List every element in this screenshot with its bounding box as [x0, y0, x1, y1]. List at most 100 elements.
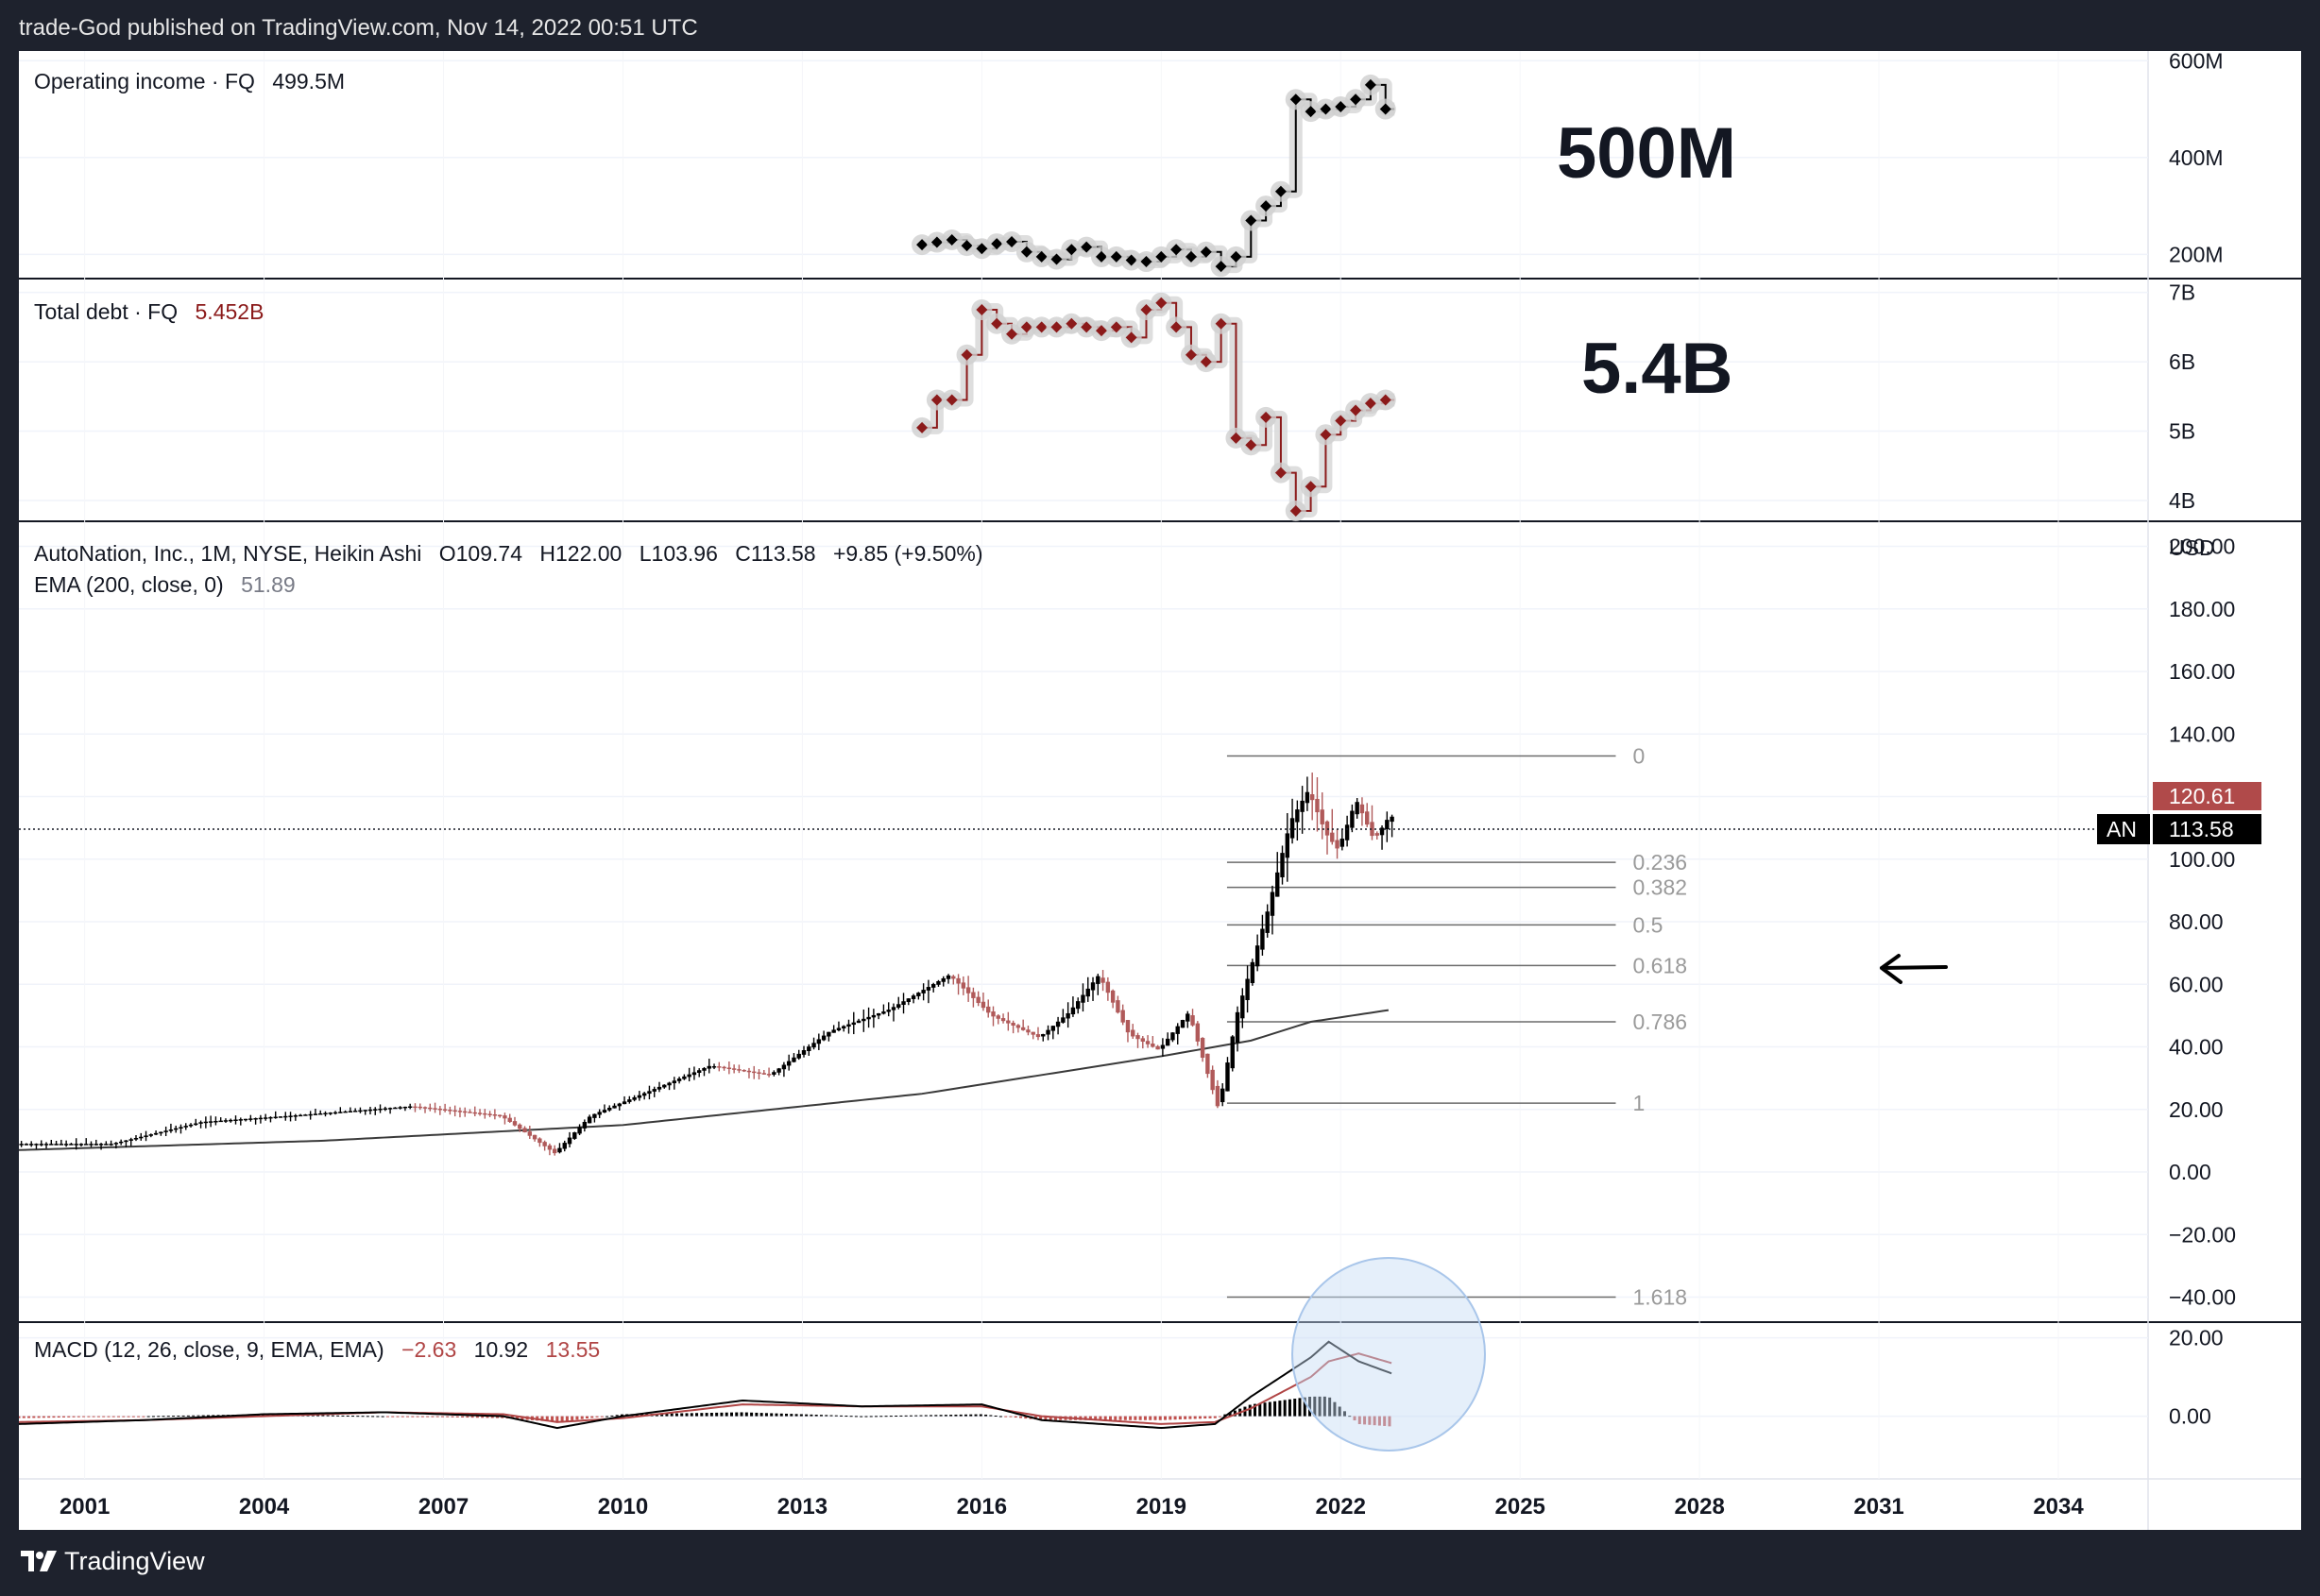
macd-histogram-bar	[1213, 1416, 1217, 1418]
macd-histogram-bar	[1348, 1416, 1352, 1418]
macd-histogram-bar	[1357, 1416, 1361, 1424]
candle-body	[1280, 853, 1285, 877]
total-debt-marker	[1215, 317, 1227, 330]
svg-text:Operating income · FQ: Operating income · FQ 499.5M	[34, 69, 345, 93]
operating-income-marker	[1066, 244, 1078, 256]
total-debt-marker	[1140, 304, 1152, 316]
macd-histogram-bar	[595, 1416, 599, 1418]
macd-histogram-bar	[799, 1414, 803, 1417]
total-debt-marker	[1170, 321, 1183, 333]
candle-body	[333, 1112, 338, 1114]
currency-label: USD	[2169, 535, 2215, 560]
candle-body	[1390, 816, 1394, 823]
candle-body	[676, 1078, 682, 1081]
candle-body	[268, 1116, 273, 1119]
total-debt-legend[interactable]: Total debt · FQ 5.452B	[34, 299, 264, 324]
footer-bar	[0, 1530, 2320, 1596]
candle-body	[89, 1144, 94, 1146]
candle-body	[1170, 1032, 1175, 1041]
total-debt-marker	[1050, 321, 1063, 333]
ema-legend-name: EMA (200, close, 0)	[34, 572, 224, 597]
candle-body	[1175, 1026, 1180, 1034]
symbol-description: AutoNation, Inc., 1M, NYSE, Heikin Ashi	[34, 541, 421, 566]
macd-histogram-bar	[969, 1414, 973, 1417]
candle-body	[562, 1143, 567, 1149]
candle-body	[144, 1135, 148, 1138]
price-axis-tick-label: −40.00	[2169, 1285, 2236, 1310]
macd-histogram-bar	[1053, 1416, 1057, 1420]
operating-income-marker	[1170, 244, 1183, 256]
time-tick-label: 2034	[2033, 1494, 2084, 1520]
macd-histogram-bar	[1263, 1402, 1267, 1417]
macd-histogram-bar	[1153, 1416, 1157, 1420]
macd-histogram-bar	[172, 1416, 176, 1418]
price-axis-tick-label: 60.00	[2169, 972, 2224, 996]
macd-histogram-bar	[1103, 1416, 1107, 1420]
candle-body	[28, 1144, 34, 1146]
macd-histogram-bar	[475, 1416, 479, 1418]
candle-body	[248, 1118, 253, 1120]
candle-body	[537, 1138, 542, 1144]
candle-body	[293, 1115, 299, 1117]
candle-body	[1125, 1020, 1131, 1033]
macd-histogram-bar	[1118, 1416, 1122, 1420]
price-legend[interactable]: AutoNation, Inc., 1M, NYSE, Heikin Ashi …	[34, 541, 983, 597]
macd-histogram-bar	[889, 1416, 893, 1418]
price-axis-tick-label: −20.00	[2169, 1222, 2236, 1247]
macd-histogram-bar	[615, 1415, 619, 1417]
oi-axis-tick-label: 600M	[2169, 51, 2224, 73]
candle-body	[243, 1118, 248, 1121]
oi-axis-tick-label: 400M	[2169, 145, 2224, 170]
candle-body	[1254, 945, 1260, 967]
candle-body	[1050, 1026, 1056, 1031]
macd-legend[interactable]: MACD (12, 26, close, 9, EMA, EMA) −2.63 …	[34, 1337, 600, 1362]
debt-legend-value: 5.452B	[196, 299, 264, 324]
debt-axis-tick-label: 7B	[2169, 280, 2195, 305]
time-axis-labels[interactable]: 2001 2004 2007 2010 2013 2016 2019 2022 2025 2028…	[60, 1494, 2084, 1520]
macd-histogram-bar	[381, 1416, 384, 1418]
candle-body	[961, 982, 966, 989]
macd-histogram-bar	[1158, 1416, 1162, 1420]
macd-histogram-bar	[575, 1416, 579, 1420]
price-axis-tick-label: 200.00	[2169, 535, 2235, 559]
ohlc-low: L103.96	[640, 541, 718, 566]
candle-body	[1116, 1000, 1120, 1013]
candle-body	[891, 1007, 896, 1010]
time-tick-label: 2007	[418, 1494, 469, 1520]
macd-histogram-bar	[944, 1415, 947, 1417]
candle-body	[1090, 982, 1096, 991]
macd-histogram-bar	[1328, 1397, 1332, 1417]
candle-body	[19, 1144, 24, 1146]
macd-histogram-bar	[1254, 1403, 1257, 1417]
macd-legend-signal: 13.55	[546, 1337, 601, 1362]
chart-frame[interactable]: 0 0.236 0.382 0.5 0.618 0.786 1 1.618 600M 400M 2…	[19, 51, 2301, 1530]
operating-income-marker	[1140, 256, 1152, 268]
candle-body	[1205, 1053, 1210, 1075]
candle-body	[742, 1069, 746, 1072]
ohlc-open: O109.74	[439, 541, 522, 566]
candle-body	[1245, 978, 1250, 1001]
candle-body	[1105, 981, 1111, 993]
price-axis-labels[interactable]: 600M 400M 200M 7B 6B 5B 4B 200.00 180.00 160.00 14…	[2169, 51, 2236, 1429]
macd-histogram-bar	[934, 1415, 938, 1417]
candle-body	[109, 1144, 113, 1146]
candle-body	[1265, 911, 1270, 933]
time-tick-label: 2004	[239, 1494, 290, 1520]
operating-income-legend[interactable]: Operating income · FQ 499.5M	[34, 69, 345, 93]
macd-histogram-bar	[481, 1416, 485, 1418]
total-debt-marker	[1185, 348, 1197, 361]
macd-histogram-bar	[461, 1416, 465, 1418]
candle-body	[652, 1089, 657, 1092]
candle-body	[1220, 1088, 1225, 1103]
macd-histogram-bar	[391, 1416, 395, 1418]
macd-histogram-bar	[52, 1416, 56, 1418]
candle-body	[856, 1020, 861, 1024]
candle-body	[1055, 1021, 1061, 1027]
candle-body	[1339, 839, 1345, 847]
candle-body	[398, 1107, 402, 1109]
candle-body	[238, 1119, 243, 1121]
candle-body	[766, 1074, 772, 1076]
macd-histogram-bar	[1377, 1416, 1381, 1426]
